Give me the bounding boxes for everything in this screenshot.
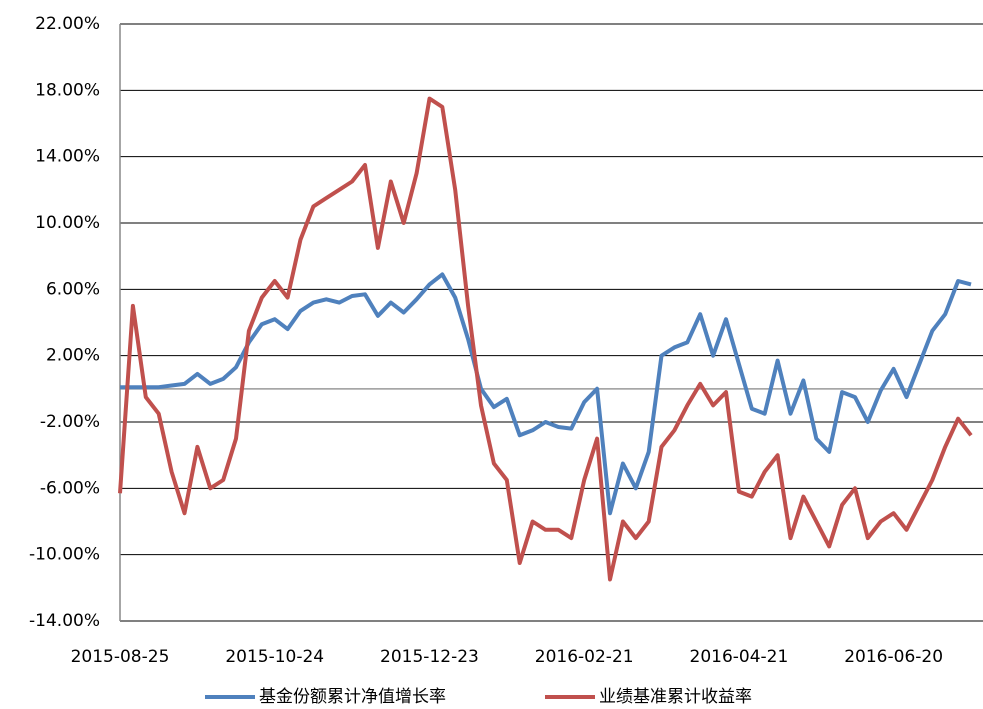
legend-label: 基金份额累计净值增长率 bbox=[259, 687, 446, 707]
y-tick-label: 22.00% bbox=[35, 14, 100, 34]
y-tick-label: 6.00% bbox=[46, 279, 100, 299]
y-tick-label: 10.00% bbox=[35, 213, 100, 233]
legend-label: 业绩基准累计收益率 bbox=[599, 687, 752, 707]
series-line bbox=[118, 96, 973, 582]
x-tick-label: 2015-10-24 bbox=[225, 647, 324, 667]
x-tick-label: 2016-06-20 bbox=[844, 647, 943, 667]
y-tick-label: -6.00% bbox=[40, 478, 100, 498]
x-tick-label: 2016-04-21 bbox=[690, 647, 789, 667]
y-tick-label: 18.00% bbox=[35, 80, 100, 100]
series-line bbox=[120, 272, 972, 516]
y-tick-label: -14.00% bbox=[29, 611, 100, 631]
y-tick-label: -2.00% bbox=[40, 412, 100, 432]
x-tick-label: 2015-12-23 bbox=[380, 647, 479, 667]
y-tick-label: 2.00% bbox=[46, 346, 100, 366]
x-tick-label: 2015-08-25 bbox=[71, 647, 170, 667]
y-tick-label: 14.00% bbox=[35, 147, 100, 167]
y-tick-label: -10.00% bbox=[29, 545, 100, 565]
x-tick-label: 2016-02-21 bbox=[535, 647, 634, 667]
